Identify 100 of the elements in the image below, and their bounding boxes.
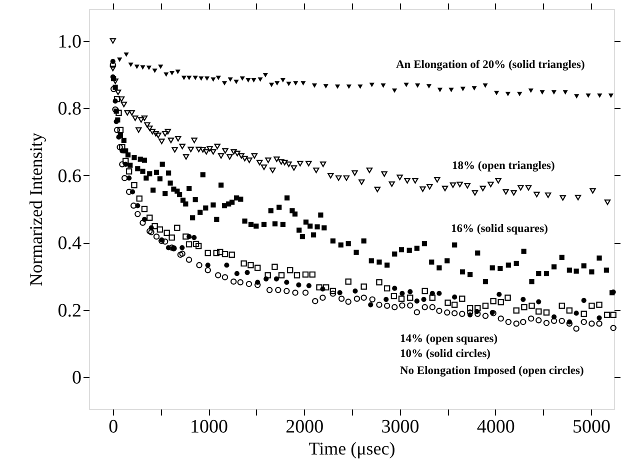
point [258, 77, 263, 82]
point [380, 83, 386, 88]
annotation: 10% (solid circles) [400, 348, 491, 360]
x-tick-label: 3000 [381, 416, 420, 438]
point [452, 294, 458, 300]
point [536, 299, 542, 304]
point [358, 84, 363, 89]
annotation: No Elongation Imposed (open circles) [400, 365, 584, 377]
y-tick-label: 0.4 [58, 233, 82, 254]
point [414, 298, 420, 304]
point [192, 76, 198, 80]
point [128, 62, 134, 68]
point [234, 270, 240, 276]
point [134, 64, 140, 70]
point [169, 70, 175, 76]
point [181, 76, 187, 80]
point [312, 83, 318, 88]
point [472, 86, 477, 91]
point [293, 81, 298, 86]
annotation: An Elongation of 20% (solid triangles) [396, 59, 585, 71]
point [186, 76, 192, 80]
point [112, 98, 118, 104]
y-tick-label: 0 [72, 368, 82, 389]
point [586, 94, 591, 98]
point [274, 276, 279, 282]
point [164, 72, 169, 77]
annotation: 14% (open squares) [400, 333, 498, 345]
x-tick-label: 4000 [476, 416, 515, 438]
point [482, 83, 488, 88]
point [234, 80, 239, 84]
point [140, 65, 146, 70]
point [597, 94, 602, 98]
point [392, 88, 398, 93]
point [596, 315, 602, 320]
point [286, 82, 292, 86]
point [228, 77, 233, 82]
point [204, 76, 210, 81]
point [520, 296, 526, 302]
point [540, 90, 545, 95]
point [244, 270, 250, 276]
point [284, 280, 290, 285]
point [306, 283, 312, 288]
point [421, 296, 426, 302]
point [262, 73, 268, 78]
annotation: 18% (open triangles) [452, 160, 556, 172]
point [496, 292, 502, 297]
point [574, 310, 579, 316]
point [280, 78, 286, 82]
point [296, 282, 302, 288]
point [192, 235, 197, 240]
point [216, 76, 221, 80]
point [608, 94, 614, 98]
point [124, 52, 129, 57]
point [320, 286, 326, 292]
point [517, 92, 522, 96]
point [400, 290, 405, 296]
point [408, 289, 413, 294]
y-tick-label: 0.6 [58, 166, 82, 187]
point [437, 88, 443, 92]
point [430, 290, 435, 296]
point [323, 84, 328, 89]
point [264, 276, 269, 282]
y-axis-title: Normarized Intensity [26, 132, 46, 286]
point [198, 76, 204, 81]
point [274, 81, 280, 86]
point [505, 92, 510, 96]
point [205, 262, 210, 268]
x-tick-label: 5000 [572, 416, 611, 438]
x-tick-label: 0 [108, 416, 118, 438]
point [415, 83, 420, 88]
point [152, 68, 158, 74]
point [224, 262, 230, 268]
point [352, 288, 358, 294]
x-tick-label: 2000 [286, 416, 324, 438]
point [300, 81, 306, 86]
point [346, 84, 352, 89]
point [146, 66, 152, 70]
point [368, 302, 374, 308]
point [392, 286, 398, 291]
point [426, 84, 432, 89]
point [175, 70, 180, 74]
y-tick-label: 1.0 [58, 31, 82, 52]
annotation: 16% (solid squares) [451, 223, 548, 235]
point [574, 94, 580, 99]
point [222, 81, 228, 86]
point [337, 290, 342, 296]
point [158, 64, 164, 70]
point [240, 76, 245, 81]
point [448, 88, 454, 92]
x-tick-label: 1000 [190, 416, 228, 438]
point [186, 234, 192, 240]
y-tick-label: 0.8 [58, 98, 82, 120]
point [246, 78, 251, 82]
point [562, 90, 568, 95]
point [494, 90, 500, 96]
point [528, 88, 534, 93]
point [251, 78, 256, 82]
point [210, 77, 216, 82]
y-tick-label: 0.2 [58, 300, 82, 322]
point [117, 58, 122, 62]
